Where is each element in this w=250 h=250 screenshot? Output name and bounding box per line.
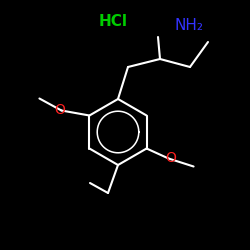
Text: HCl: HCl (98, 14, 128, 30)
Text: O: O (165, 152, 176, 166)
Text: O: O (54, 102, 65, 117)
Text: NH₂: NH₂ (174, 18, 203, 32)
